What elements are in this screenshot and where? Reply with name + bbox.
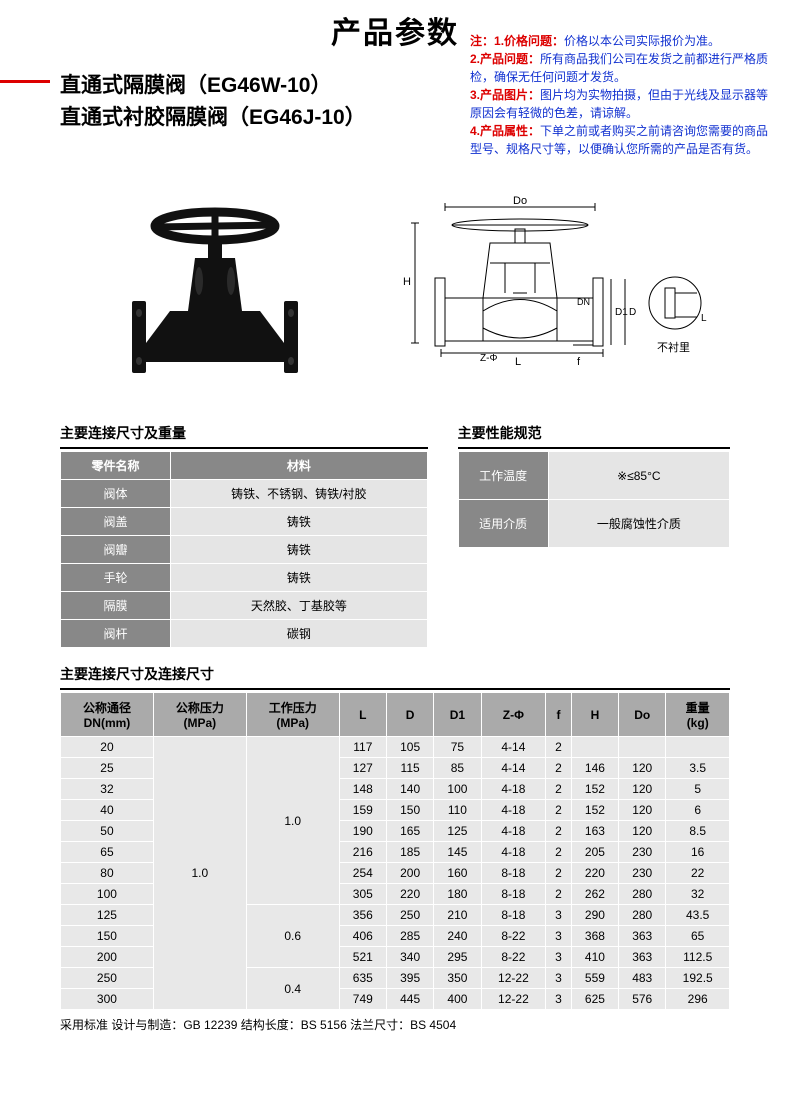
accent-bar: [0, 80, 50, 83]
product-title-1: 直通式隔膜阀（EG46W-10）: [60, 70, 470, 102]
svg-text:L: L: [701, 313, 707, 324]
materials-table: 零件名称材料阀体铸铁、不锈钢、铸铁/衬胶阀盖铸铁阀瓣铸铁手轮铸铁隔膜天然胶、丁基…: [60, 451, 428, 648]
section2-title: 主要性能规范: [458, 423, 730, 449]
svg-text:f: f: [577, 356, 581, 368]
notes-block: 注：1.价格问题：价格以本公司实际报价为准。2.产品问题：所有商品我们公司在发货…: [470, 32, 790, 158]
dimensions-table: 公称通径DN(mm)公称压力(MPa)工作压力(MPa)LDD1Z-ΦfHDo重…: [60, 692, 730, 1010]
footer-standards: 采用标准 设计与制造：GB 12239 结构长度：BS 5156 法兰尺寸：BS…: [60, 1016, 730, 1033]
svg-text:H: H: [403, 276, 411, 288]
svg-text:D1: D1: [615, 307, 628, 318]
svg-text:Z-Φ: Z-Φ: [480, 353, 497, 364]
header-row: 直通式隔膜阀（EG46W-10） 直通式衬胶隔膜阀（EG46J-10） 注：1.…: [0, 70, 790, 158]
product-photo: [75, 191, 355, 391]
svg-text:DN: DN: [577, 297, 590, 307]
svg-text:Do: Do: [513, 195, 527, 207]
svg-text:L: L: [515, 356, 521, 368]
svg-text:D: D: [629, 307, 636, 318]
section3-title: 主要连接尺寸及连接尺寸: [60, 664, 730, 690]
technical-diagram: Do L f Z-Φ: [385, 191, 715, 391]
product-title-2: 直通式衬胶隔膜阀（EG46J-10）: [60, 102, 470, 134]
svg-text:不衬里: 不衬里: [657, 341, 690, 354]
spec-table: 工作温度※≤85°C适用介质一般腐蚀性介质: [458, 451, 730, 548]
section1-title: 主要连接尺寸及重量: [60, 423, 428, 449]
